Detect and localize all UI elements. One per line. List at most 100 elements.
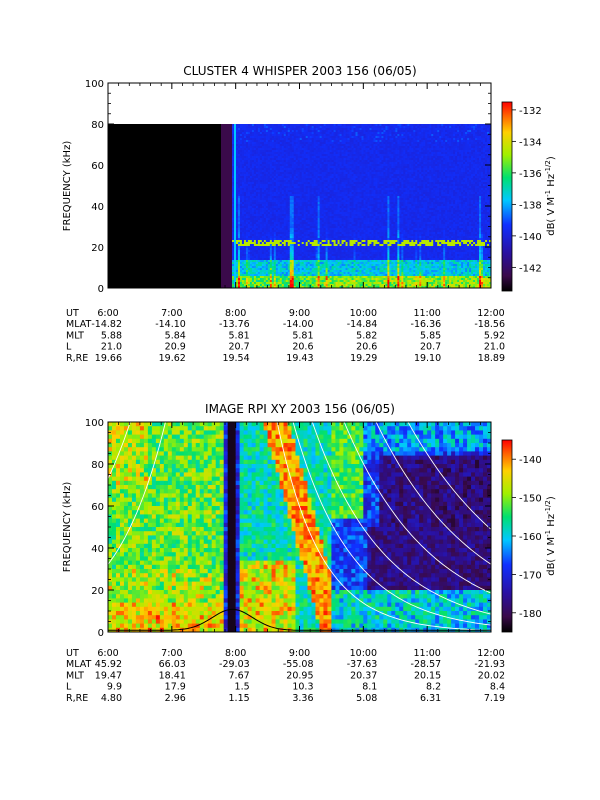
spectrogram-cell — [307, 266, 311, 269]
spectrogram-cell — [265, 210, 269, 213]
spectrogram-cell — [327, 234, 331, 237]
spectrogram-cell — [259, 216, 263, 219]
spectrogram-cell — [281, 238, 285, 241]
spectrogram-cell — [285, 282, 289, 285]
spectrogram-cell — [269, 160, 273, 163]
spectrogram-cell — [241, 210, 245, 213]
spectrogram-cell — [321, 250, 325, 253]
spectrogram-cell — [289, 188, 293, 191]
spectrogram-cell — [315, 180, 319, 183]
spectrogram-cell — [247, 212, 251, 215]
spectrogram-cell — [235, 232, 239, 235]
spectrogram-cell — [285, 166, 289, 169]
spectrogram-cell — [307, 126, 311, 129]
spectrogram-cell — [249, 268, 253, 271]
spectrogram-cell — [297, 246, 301, 249]
spectrogram-cell — [247, 236, 251, 239]
spectrogram-cell — [343, 274, 346, 277]
spectrogram-cell — [261, 158, 265, 161]
spectrogram-cell — [325, 196, 329, 199]
spectrogram-cell — [255, 156, 259, 159]
spectrogram-cell — [267, 264, 271, 267]
spectrogram-cell — [239, 150, 243, 153]
spectrogram-cell — [261, 282, 265, 285]
spectrogram-cell — [253, 276, 257, 279]
spectrogram-cell — [339, 224, 342, 227]
spectrogram-cell — [259, 238, 263, 241]
spectrogram-cell — [269, 186, 273, 189]
spectrogram-cell — [295, 138, 299, 141]
spectrogram-cell — [301, 214, 305, 217]
spectrogram-cell — [249, 222, 253, 225]
spectrogram-cell — [305, 222, 309, 225]
spectrogram-cell — [281, 222, 285, 225]
spectrogram-cell — [253, 210, 257, 213]
spectrogram-cell — [259, 124, 263, 127]
spectrogram-cell — [263, 286, 267, 288]
spectrogram-cell — [327, 148, 331, 151]
spectrogram-cell — [325, 284, 329, 287]
spectrogram-cell — [311, 200, 315, 203]
spectrogram-cell — [241, 276, 245, 279]
spectrogram-cell — [285, 190, 289, 193]
spectrogram-cell — [319, 258, 323, 261]
spectrogram-cell — [271, 188, 275, 191]
spectrogram-cell — [263, 270, 267, 273]
spectrogram-cell — [327, 170, 331, 173]
spectrogram-cell — [271, 134, 275, 137]
spectrogram-cell — [232, 170, 235, 173]
spectrogram-cell — [271, 154, 275, 157]
spectrogram-cell — [347, 180, 350, 183]
spectrogram-cell — [339, 282, 342, 285]
spectrogram-cell — [347, 276, 350, 279]
spectrogram-cell — [303, 224, 307, 227]
spectrogram-cell — [271, 244, 275, 247]
spectrogram-cell — [235, 148, 239, 151]
spectrogram-cell — [271, 180, 275, 183]
spectrogram-cell — [257, 168, 261, 171]
spectrogram-cell — [317, 206, 321, 209]
spectrogram-cell — [343, 250, 346, 253]
spectrogram-cell — [251, 252, 255, 255]
spectrogram-cell — [315, 204, 319, 207]
spectrogram-cell — [327, 138, 331, 141]
spectrogram-cell — [269, 128, 273, 131]
spectrogram-cell — [241, 236, 245, 239]
spectrogram-cell — [349, 176, 352, 179]
spectrogram-cell — [293, 192, 297, 195]
spectrogram-cell — [313, 156, 317, 159]
spectrogram-cell — [331, 166, 335, 169]
spectrogram-cell — [323, 162, 327, 165]
spectrogram-cell — [313, 124, 317, 127]
spectrogram-cell — [281, 164, 285, 167]
spectrogram-cell — [253, 254, 257, 257]
spectrogram-cell — [291, 254, 295, 257]
spectrogram-cell — [311, 224, 315, 227]
spectrogram-cell — [285, 156, 289, 159]
spectrogram-cell — [331, 148, 335, 151]
spectrogram-cell — [337, 126, 340, 129]
spectrogram-cell — [347, 138, 350, 141]
spectrogram-cell — [243, 128, 247, 131]
spectrogram-cell — [241, 206, 245, 209]
spectrogram-cell — [333, 180, 336, 183]
spectrogram-cell — [232, 196, 235, 199]
spectrogram-cell — [309, 140, 313, 143]
spectrogram-cell — [239, 138, 243, 141]
spectrogram-cell — [347, 220, 350, 223]
spectrogram-cell — [267, 228, 271, 231]
spectrogram-cell — [301, 178, 305, 181]
spectrogram-cell — [247, 232, 251, 235]
spectrogram-cell — [325, 188, 329, 191]
spectrogram-cell — [309, 274, 313, 277]
spectrogram-cell — [249, 198, 253, 201]
spectrogram-cell — [343, 138, 346, 141]
spectrogram-cell — [315, 220, 319, 223]
spectrogram-cell — [319, 260, 323, 263]
spectrogram-cell — [301, 276, 305, 279]
spectrogram-cell — [251, 244, 255, 247]
spectrogram-cell — [235, 166, 239, 169]
spectrogram-cell — [279, 218, 283, 221]
spectrogram-cell — [275, 250, 279, 253]
spectrogram-cell — [319, 238, 323, 241]
